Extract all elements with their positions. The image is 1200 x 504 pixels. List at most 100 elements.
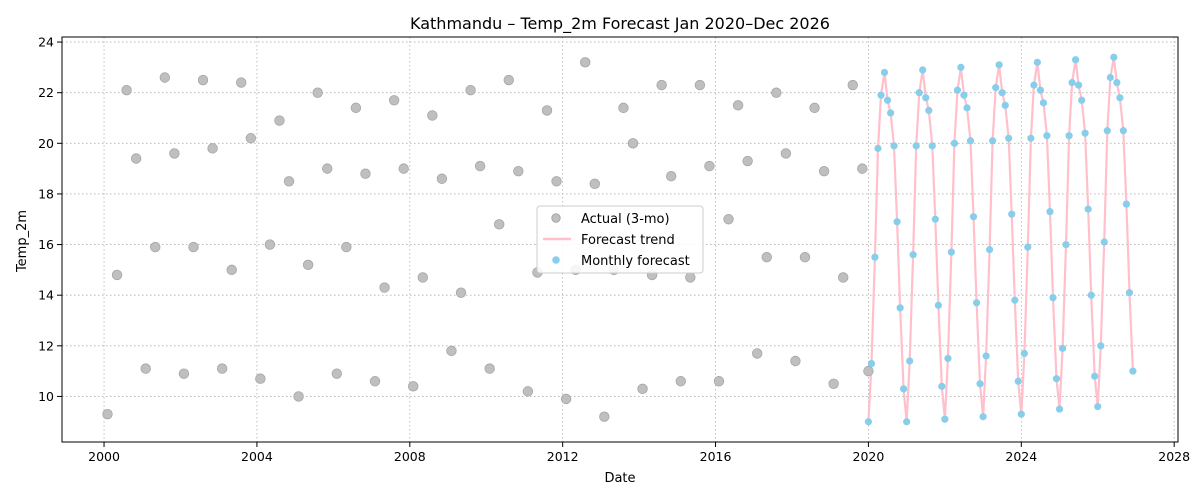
- monthly-forecast-point: [995, 61, 1003, 69]
- actual-point: [503, 74, 514, 86]
- monthly-forecast-point: [992, 84, 1000, 92]
- monthly-forecast-point: [1049, 294, 1057, 302]
- actual-point: [417, 272, 428, 283]
- x-tick-label: 2024: [1005, 449, 1037, 464]
- monthly-forecast-points-layer: [864, 53, 1137, 426]
- monthly-forecast-point: [1058, 344, 1067, 352]
- actual-point: [236, 77, 247, 88]
- actual-point: [360, 168, 371, 179]
- actual-point: [312, 87, 323, 98]
- monthly-forecast-point: [883, 96, 892, 104]
- actual-point: [742, 155, 753, 167]
- actual-point: [207, 143, 218, 154]
- actual-point: [197, 74, 209, 86]
- monthly-forecast-point: [1030, 81, 1038, 89]
- actual-point: [427, 110, 438, 121]
- monthly-forecast-point: [1062, 240, 1070, 249]
- actual-point: [216, 363, 228, 374]
- monthly-forecast-point: [950, 139, 959, 147]
- monthly-forecast-point: [1113, 78, 1121, 87]
- y-tick-label: 16: [38, 237, 54, 252]
- monthly-forecast-point: [909, 251, 917, 259]
- x-axis-label: Date: [604, 471, 635, 486]
- actual-point: [838, 272, 849, 283]
- actual-point: [245, 133, 257, 144]
- actual-point: [589, 178, 600, 190]
- actual-point: [694, 79, 706, 91]
- monthly-forecast-point: [989, 137, 997, 145]
- x-axis-ticks: 2000 2004 2008 2012 2016 2020 2024 2028: [88, 442, 1190, 464]
- monthly-forecast-point: [1094, 402, 1102, 411]
- monthly-forecast-point: [928, 142, 936, 150]
- monthly-forecast-point: [903, 418, 911, 426]
- monthly-forecast-point: [1078, 96, 1086, 104]
- actual-point: [847, 79, 858, 91]
- legend-label-monthly: Monthly forecast: [581, 254, 690, 269]
- monthly-forecast-point: [893, 218, 901, 226]
- actual-point: [226, 264, 237, 276]
- actual-point: [675, 376, 686, 387]
- actual-point: [666, 171, 677, 182]
- actual-point: [704, 160, 715, 172]
- monthly-forecast-point: [944, 354, 952, 363]
- monthly-forecast-point: [1116, 94, 1124, 102]
- monthly-forecast-point: [947, 248, 955, 256]
- y-tick-label: 12: [38, 338, 54, 353]
- monthly-forecast-point: [864, 418, 873, 426]
- actual-point: [818, 165, 830, 177]
- actual-point: [130, 153, 142, 164]
- actual-point: [494, 219, 505, 230]
- monthly-forecast-point: [1129, 367, 1137, 375]
- actual-point: [465, 84, 476, 96]
- monthly-forecast-point: [1091, 372, 1099, 380]
- actual-point: [627, 138, 639, 149]
- legend-box: [536, 205, 704, 274]
- actual-point: [790, 355, 801, 367]
- monthly-forecast-point: [953, 86, 962, 94]
- monthly-forecast-point: [1075, 81, 1083, 89]
- actual-point: [341, 241, 352, 253]
- y-axis-label: Temp_2m: [15, 210, 30, 273]
- monthly-forecast-point: [1027, 134, 1035, 142]
- monthly-forecast-point: [886, 109, 895, 117]
- actual-point: [369, 376, 381, 387]
- actual-point: [436, 173, 448, 184]
- actual-point: [293, 391, 304, 402]
- actual-point: [723, 214, 734, 225]
- x-tick-label: 2020: [853, 449, 885, 464]
- actual-point: [799, 252, 811, 263]
- monthly-forecast-point: [1014, 377, 1022, 385]
- monthly-forecast-point: [1008, 210, 1016, 218]
- forecast-trend-layer: [867, 56, 1134, 423]
- actual-point: [379, 282, 390, 293]
- actual-point: [283, 176, 295, 187]
- monthly-forecast-point: [931, 215, 939, 223]
- actual-point: [255, 373, 266, 384]
- x-tick-label: 2028: [1158, 449, 1190, 464]
- monthly-forecast-point: [1033, 58, 1041, 66]
- monthly-forecast-point: [1020, 349, 1028, 358]
- monthly-forecast-point: [972, 299, 981, 307]
- actual-point: [264, 239, 276, 250]
- monthly-forecast-point: [960, 91, 968, 99]
- monthly-forecast-point: [1065, 132, 1073, 140]
- monthly-forecast-point: [899, 385, 908, 393]
- monthly-forecast-point: [1081, 129, 1089, 137]
- actual-point: [331, 368, 342, 379]
- x-tick-label: 2004: [241, 449, 273, 464]
- actual-point: [484, 363, 495, 374]
- monthly-forecast-point: [906, 357, 914, 365]
- monthly-forecast-point: [1043, 132, 1051, 140]
- y-tick-label: 14: [38, 288, 54, 303]
- monthly-forecast-point: [922, 94, 930, 102]
- y-tick-label: 20: [38, 136, 54, 151]
- legend: Actual (3-mo) Forecast trend Monthly for…: [536, 205, 704, 274]
- monthly-forecast-point: [874, 144, 882, 152]
- monthly-forecast-point: [1097, 342, 1105, 350]
- monthly-forecast-point: [1017, 410, 1025, 418]
- monthly-forecast-point: [966, 137, 975, 145]
- y-tick-label: 18: [38, 186, 54, 201]
- actual-point: [350, 102, 362, 114]
- actual-point: [111, 269, 123, 281]
- actual-point: [656, 79, 667, 91]
